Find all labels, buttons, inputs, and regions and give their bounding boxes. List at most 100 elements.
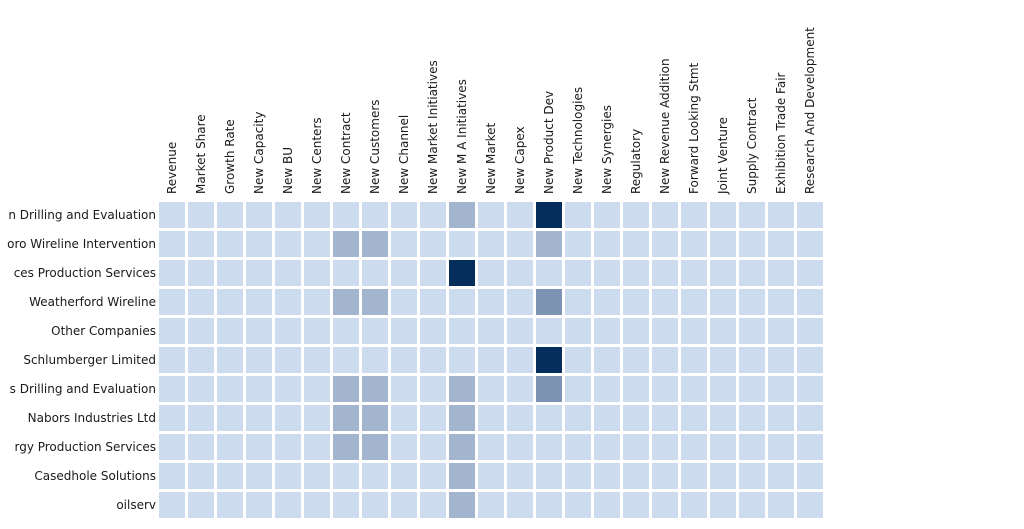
heatmap-cell	[275, 492, 301, 518]
heatmap-cell	[797, 289, 823, 315]
heatmap-cell	[797, 260, 823, 286]
column-label: New Revenue Addition	[658, 58, 672, 194]
heatmap-cell	[565, 347, 591, 373]
column-label: New Market Initiatives	[426, 60, 440, 194]
heatmap-cell	[449, 463, 475, 489]
heatmap-cell	[768, 289, 794, 315]
heatmap-cell	[246, 492, 272, 518]
heatmap-cell	[391, 260, 417, 286]
heatmap-cell	[710, 318, 736, 344]
column-label: Revenue	[165, 142, 179, 194]
heatmap-cell	[188, 260, 214, 286]
heatmap-cell	[739, 289, 765, 315]
heatmap-cell	[536, 347, 562, 373]
column-label: New Product Dev	[542, 91, 556, 194]
heatmap-cell	[333, 318, 359, 344]
heatmap-cell	[478, 405, 504, 431]
heatmap-cell	[333, 463, 359, 489]
heatmap-cell	[768, 202, 794, 228]
heatmap-cell	[478, 318, 504, 344]
heatmap-cell	[217, 231, 243, 257]
column-labels: Revenue Market Share Growth Rate New Capaci…	[165, 27, 817, 195]
heatmap-cell	[217, 202, 243, 228]
heatmap-cell	[536, 463, 562, 489]
heatmap-cell	[797, 231, 823, 257]
heatmap-cell	[623, 434, 649, 460]
heatmap-cell	[217, 376, 243, 402]
heatmap-cell	[304, 376, 330, 402]
heatmap-cell	[594, 260, 620, 286]
heatmap-cell	[217, 289, 243, 315]
heatmap-cell	[710, 289, 736, 315]
heatmap-cell	[536, 434, 562, 460]
heatmap-cell	[594, 318, 620, 344]
heatmap-cell	[217, 405, 243, 431]
heatmap-cell	[507, 231, 533, 257]
heatmap-cell	[275, 347, 301, 373]
heatmap-cell	[275, 318, 301, 344]
heatmap-cell	[536, 318, 562, 344]
heatmap-cell	[797, 434, 823, 460]
heatmap-cell	[739, 347, 765, 373]
heatmap-cell	[681, 289, 707, 315]
heatmap-cell	[159, 289, 185, 315]
heatmap-cell	[188, 463, 214, 489]
heatmap-cell	[623, 289, 649, 315]
heatmap-cell	[536, 202, 562, 228]
heatmap-cell	[362, 260, 388, 286]
heatmap-cell	[507, 376, 533, 402]
heatmap-cell	[391, 463, 417, 489]
heatmap-cell	[710, 376, 736, 402]
heatmap-cell	[652, 492, 678, 518]
heatmap-cell	[420, 434, 446, 460]
heatmap-cell	[536, 260, 562, 286]
heatmap-cell	[797, 347, 823, 373]
heatmap-cell	[594, 289, 620, 315]
heatmap-cell	[188, 492, 214, 518]
row-label: Weatherford Wireline	[29, 295, 156, 309]
heatmap-cell	[478, 492, 504, 518]
heatmap-cell	[304, 347, 330, 373]
heatmap-cell	[275, 260, 301, 286]
heatmap-cell	[507, 405, 533, 431]
heatmap-cell	[391, 492, 417, 518]
heatmap-cell	[188, 289, 214, 315]
heatmap-cell	[623, 492, 649, 518]
column-label: New Centers	[310, 117, 324, 194]
heatmap-cell	[362, 231, 388, 257]
heatmap-cell	[333, 405, 359, 431]
heatmap-cell	[449, 405, 475, 431]
row-label: n Drilling and Evaluation	[8, 208, 156, 222]
heatmap-cell	[159, 405, 185, 431]
heatmap-cell	[420, 260, 446, 286]
heatmap-cell	[333, 434, 359, 460]
heatmap-cell	[159, 463, 185, 489]
heatmap-cell	[362, 376, 388, 402]
column-label: New Market	[484, 122, 498, 194]
heatmap-cell	[652, 434, 678, 460]
heatmap-cell	[478, 376, 504, 402]
heatmap-cell	[536, 231, 562, 257]
heatmap-cell	[623, 463, 649, 489]
heatmap-cell	[420, 492, 446, 518]
heatmap-cell	[217, 318, 243, 344]
column-label: New Synergies	[600, 105, 614, 194]
heatmap-cell	[507, 347, 533, 373]
column-label: New BU	[281, 147, 295, 194]
heatmap-cell	[391, 405, 417, 431]
heatmap-cell	[159, 202, 185, 228]
heatmap-cell	[739, 318, 765, 344]
heatmap-cell	[768, 376, 794, 402]
heatmap-cell	[391, 202, 417, 228]
heatmap-cell	[768, 260, 794, 286]
heatmap-cell	[449, 347, 475, 373]
column-label: New Capex	[513, 126, 527, 194]
heatmap-cells	[159, 202, 823, 518]
heatmap-cell	[797, 376, 823, 402]
heatmap-cell	[420, 202, 446, 228]
heatmap-cell	[275, 289, 301, 315]
heatmap-cell	[652, 231, 678, 257]
row-label: s Drilling and Evaluation	[10, 382, 156, 396]
heatmap-cell	[188, 202, 214, 228]
